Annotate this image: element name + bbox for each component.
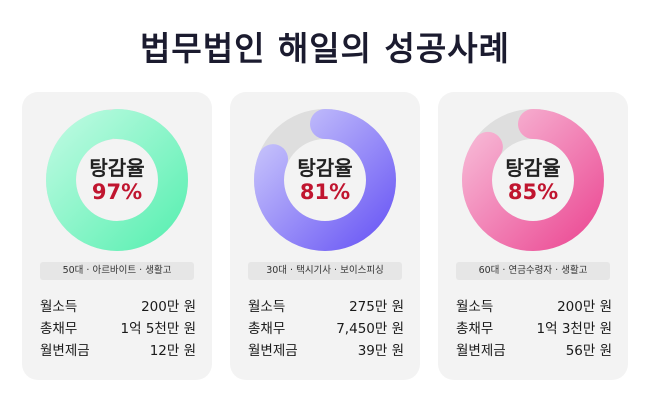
case-profile-tag: 30대 · 택시기사 · 보이스피싱 xyxy=(248,262,402,280)
case-card-3: 탕감율 85% 60대 · 연금수령자 · 생활고 월소득 200만 원 총채무… xyxy=(438,92,628,380)
row-label: 월소득 xyxy=(456,299,494,315)
case-profile-tag: 60대 · 연금수령자 · 생활고 xyxy=(456,262,610,280)
row-value: 39만 원 xyxy=(357,343,404,359)
donut-progress-arc xyxy=(46,109,188,251)
reduction-rate-donut xyxy=(46,109,188,251)
row-label: 월소득 xyxy=(248,299,286,315)
row-value: 275만 원 xyxy=(349,299,404,315)
total-debt-row: 총채무 7,450만 원 xyxy=(248,318,404,340)
reduction-rate-donut xyxy=(462,109,604,251)
monthly-income-row: 월소득 200만 원 xyxy=(456,296,612,318)
reduction-rate-value: 81% xyxy=(299,180,351,204)
case-details: 월소득 200만 원 총채무 1억 3천만 원 월변제금 56만 원 xyxy=(456,296,612,362)
total-debt-row: 총채무 1억 5천만 원 xyxy=(40,318,196,340)
monthly-income-row: 월소득 275만 원 xyxy=(248,296,404,318)
case-details: 월소득 200만 원 총채무 1억 5천만 원 월변제금 12만 원 xyxy=(40,296,196,362)
reduction-rate-value: 97% xyxy=(91,180,143,204)
donut-progress-arc xyxy=(254,109,396,251)
case-details: 월소득 275만 원 총채무 7,450만 원 월변제금 39만 원 xyxy=(248,296,404,362)
row-value: 200만 원 xyxy=(557,299,612,315)
row-value: 1억 5천만 원 xyxy=(120,321,196,337)
reduction-rate-label: 탕감율 xyxy=(505,156,561,180)
case-profile-tag: 50대 · 아르바이트 · 생활고 xyxy=(40,262,194,280)
row-label: 총채무 xyxy=(40,321,78,337)
monthly-repayment-row: 월변제금 56만 원 xyxy=(456,340,612,362)
monthly-repayment-row: 월변제금 12만 원 xyxy=(40,340,196,362)
monthly-income-row: 월소득 200만 원 xyxy=(40,296,196,318)
reduction-rate-value: 85% xyxy=(507,180,559,204)
row-value: 56만 원 xyxy=(565,343,612,359)
row-label: 총채무 xyxy=(456,321,494,337)
reduction-rate-label: 탕감율 xyxy=(89,156,145,180)
case-card-2: 탕감율 81% 30대 · 택시기사 · 보이스피싱 월소득 275만 원 총채… xyxy=(230,92,420,380)
total-debt-row: 총채무 1억 3천만 원 xyxy=(456,318,612,340)
case-card-1: 탕감율 97% 50대 · 아르바이트 · 생활고 월소득 200만 원 총채무… xyxy=(22,92,212,380)
row-label: 총채무 xyxy=(248,321,286,337)
row-value: 12만 원 xyxy=(149,343,196,359)
row-value: 1억 3천만 원 xyxy=(536,321,612,337)
row-label: 월변제금 xyxy=(40,343,90,359)
monthly-repayment-row: 월변제금 39만 원 xyxy=(248,340,404,362)
row-value: 7,450만 원 xyxy=(336,321,404,337)
reduction-rate-label: 탕감율 xyxy=(297,156,353,180)
row-value: 200만 원 xyxy=(141,299,196,315)
donut-progress-arc xyxy=(462,109,604,251)
reduction-rate-donut xyxy=(254,109,396,251)
row-label: 월변제금 xyxy=(248,343,298,359)
row-label: 월변제금 xyxy=(456,343,506,359)
row-label: 월소득 xyxy=(40,299,78,315)
page-title: 법무법인 해일의 성공사례 xyxy=(140,29,510,68)
